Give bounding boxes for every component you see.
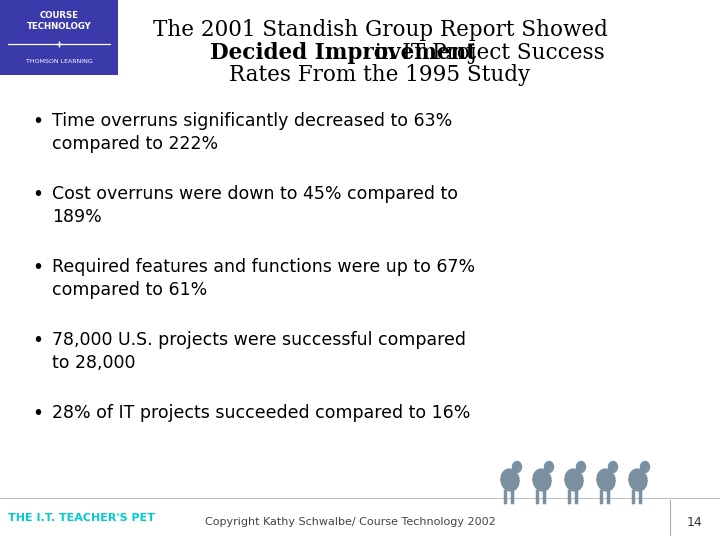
Text: THOMSON LEARNING: THOMSON LEARNING: [26, 59, 92, 64]
Ellipse shape: [629, 469, 647, 491]
Text: Required features and functions were up to 67%
compared to 61%: Required features and functions were up …: [52, 258, 475, 299]
Ellipse shape: [577, 462, 585, 472]
Text: •: •: [32, 185, 44, 204]
FancyBboxPatch shape: [0, 0, 118, 75]
Ellipse shape: [513, 462, 521, 472]
Text: Copyright Kathy Schwalbe/ Course Technology 2002: Copyright Kathy Schwalbe/ Course Technol…: [204, 517, 495, 527]
Text: The 2001 Standish Group Report Showed: The 2001 Standish Group Report Showed: [153, 19, 608, 41]
Ellipse shape: [608, 462, 618, 472]
Ellipse shape: [565, 469, 583, 491]
Text: •: •: [32, 258, 44, 277]
Text: 14: 14: [687, 516, 703, 529]
Ellipse shape: [501, 469, 519, 491]
Text: •: •: [32, 331, 44, 350]
Text: COURSE
TECHNOLOGY: COURSE TECHNOLOGY: [27, 11, 91, 31]
Ellipse shape: [544, 462, 554, 472]
Text: Cost overruns were down to 45% compared to
189%: Cost overruns were down to 45% compared …: [52, 185, 458, 226]
Text: in IT Project Success: in IT Project Success: [367, 42, 604, 64]
Text: 28% of IT projects succeeded compared to 16%: 28% of IT projects succeeded compared to…: [52, 404, 470, 422]
Text: •: •: [32, 112, 44, 131]
Text: THE I.T. TEACHER'S PET: THE I.T. TEACHER'S PET: [8, 513, 155, 523]
Text: •: •: [32, 404, 44, 423]
Ellipse shape: [641, 462, 649, 472]
Text: Time overruns significantly decreased to 63%
compared to 222%: Time overruns significantly decreased to…: [52, 112, 452, 153]
Text: Rates From the 1995 Study: Rates From the 1995 Study: [230, 64, 531, 86]
Text: 78,000 U.S. projects were successful compared
to 28,000: 78,000 U.S. projects were successful com…: [52, 331, 466, 372]
Ellipse shape: [597, 469, 615, 491]
Text: Decided Improvement: Decided Improvement: [210, 42, 476, 64]
Ellipse shape: [533, 469, 551, 491]
